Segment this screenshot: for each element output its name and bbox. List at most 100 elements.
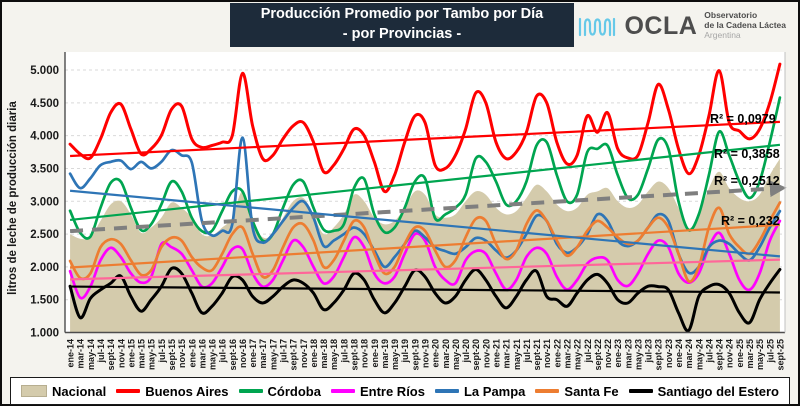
trendline-la-pampa xyxy=(69,189,781,258)
x-axis-label: ene-20 xyxy=(431,339,441,368)
y-axis-title: litros de leche de producción diaria xyxy=(7,101,19,295)
x-axis-label: mar-21 xyxy=(502,339,512,369)
header: Producción Promedio por Tambo por Día - … xyxy=(2,2,798,48)
y-axis-tick-label: 2.500 xyxy=(30,229,59,241)
x-axis-label: ene-24 xyxy=(674,339,684,368)
x-axis-label: jul-20 xyxy=(461,339,471,364)
series-line-santa-fe xyxy=(68,201,782,283)
trendline-entre-rios xyxy=(70,258,780,281)
x-axis-label: mar-18 xyxy=(319,339,329,369)
legend-item-nacional: Nacional xyxy=(21,384,106,399)
r2-labels: R² = 0,0979 R² = 0,3858 R² = 0,2512 R² = 0,… xyxy=(710,112,780,228)
x-axis-label: may-22 xyxy=(573,339,583,370)
r2-annotation-cordoba: R² = 0,3858 xyxy=(714,147,780,161)
x-axis-label: nov-21 xyxy=(542,339,552,368)
legend-swatch-entre-rios xyxy=(330,389,355,393)
x-axis-label: mar-17 xyxy=(258,339,268,369)
legend-item-santiago-del-estero: Santiago del Estero xyxy=(628,383,779,399)
legend-label: Entre Ríos xyxy=(359,383,425,399)
y-axis-tick-label: 4.000 xyxy=(30,131,59,143)
y-axis-tick-label: 3.500 xyxy=(30,163,59,175)
x-axis-label: nov-20 xyxy=(481,339,491,368)
chart-title-box: Producción Promedio por Tambo por Día - … xyxy=(230,3,574,47)
x-axis-label: nov-23 xyxy=(664,339,674,368)
x-axis-label: may-25 xyxy=(755,339,765,370)
x-axis-label: sept-15 xyxy=(167,339,177,371)
x-axis-label: ene-23 xyxy=(613,339,623,368)
x-axis-label: ene-17 xyxy=(248,339,258,368)
x-axis-label: ene-18 xyxy=(309,339,319,368)
legend-swatch-buenos-aires xyxy=(116,389,141,393)
ocla-subtitle: Observatorio de la Cadena Láctea Argenti… xyxy=(704,11,786,40)
legend-label: Santiago del Estero xyxy=(657,383,779,399)
x-axis-label: sept-16 xyxy=(228,339,238,371)
x-axis-label: may-18 xyxy=(329,339,339,370)
legend-label: Santa Fe xyxy=(564,383,619,399)
x-axis-label: ene-15 xyxy=(126,339,136,368)
x-axis-label: mar-19 xyxy=(380,339,390,369)
x-axis-label: nov-19 xyxy=(421,339,431,368)
x-axis-label: jul-18 xyxy=(339,339,349,364)
trendline-buenos-aires xyxy=(70,120,780,158)
x-axis-label: ene-16 xyxy=(187,339,197,368)
x-axis-label: sept-22 xyxy=(593,339,603,371)
x-axis-label: ene-22 xyxy=(552,339,562,368)
legend-swatch-santiago-del-estero xyxy=(628,389,653,393)
chart-legend: Nacional Buenos Aires Córdoba Entre Ríos La … xyxy=(10,377,790,405)
x-axis-label: ene-25 xyxy=(735,339,745,368)
x-axis-label: nov-22 xyxy=(603,339,613,368)
x-axis-label: mar-16 xyxy=(197,339,207,369)
x-axis-label: mar-20 xyxy=(441,339,451,369)
x-axis-label: sept-19 xyxy=(410,339,420,371)
series-line-buenos-aires xyxy=(68,62,782,194)
r2-annotation-buenos-aires: R² = 0,0979 xyxy=(710,112,776,126)
trendline-nacional xyxy=(69,180,787,234)
x-axis-label: jul-21 xyxy=(522,339,532,364)
trendline-cordoba xyxy=(69,143,781,222)
x-axis-label: jul-17 xyxy=(279,339,289,364)
x-axis-label: sept-20 xyxy=(471,339,481,371)
x-axis-label: jul-19 xyxy=(400,339,410,364)
legend-item-buenos-aires: Buenos Aires xyxy=(116,383,229,399)
series-line-la-pampa xyxy=(68,136,782,275)
x-axis-label: sept-25 xyxy=(775,339,785,371)
ocla-subtitle-line3: Argentina xyxy=(704,29,741,40)
x-axis-label: mar-25 xyxy=(745,339,755,369)
ocla-subtitle-line1: Observatorio xyxy=(704,10,758,21)
legend-swatch-la-pampa xyxy=(434,389,459,393)
x-axis-label: nov-18 xyxy=(360,339,370,368)
y-axis-tick-label: 5.000 xyxy=(30,65,59,77)
x-axis-label: sept-23 xyxy=(654,339,664,371)
x-axis-label: nov-15 xyxy=(177,339,187,368)
y-axis-tick-label: 3.000 xyxy=(30,196,59,208)
x-axis-label: may-15 xyxy=(147,339,157,370)
x-axis-label: jul-15 xyxy=(157,339,167,364)
legend-label: Buenos Aires xyxy=(145,383,229,399)
x-axis-label: nov-17 xyxy=(299,339,309,368)
x-axis-label: may-14 xyxy=(86,339,96,370)
legend-swatch-santa-fe xyxy=(535,389,560,393)
legend-label: Córdoba xyxy=(267,383,321,399)
x-axis-label: jul-23 xyxy=(644,339,654,364)
x-axis-label: mar-24 xyxy=(684,339,694,369)
y-axis-tick-label: 1.500 xyxy=(30,295,59,307)
legend-item-entre-rios: Entre Ríos xyxy=(330,383,425,399)
ocla-subtitle-line2: de la Cadena Láctea xyxy=(704,20,786,31)
x-axis-label: may-24 xyxy=(694,339,704,370)
legend-label: La Pampa xyxy=(463,383,526,399)
x-axis-label: mar-14 xyxy=(76,339,86,369)
x-axis-label: sept-17 xyxy=(289,339,299,371)
production-chart: 1.000 1.500 2.000 2.500 3.000 3.500 4.000 4.500… xyxy=(7,52,787,371)
x-axis-label: may-23 xyxy=(633,339,643,370)
series-line-entre-rios xyxy=(68,219,782,300)
waveform-icon xyxy=(579,17,616,37)
x-axis-label: sept-24 xyxy=(715,339,725,371)
y-axis-tick-label: 2.000 xyxy=(30,262,59,274)
trendline-santa-fe xyxy=(70,223,780,269)
chart-title-line2: - por Provincias - xyxy=(342,26,462,42)
r2-annotation-nacional: R² = 0,2512 xyxy=(714,174,780,188)
x-axis-label: jul-16 xyxy=(218,339,228,364)
x-axis-label: ene-21 xyxy=(491,339,501,368)
ocla-brand-text: OCLA xyxy=(624,11,698,40)
legend-swatch-cordoba xyxy=(238,389,263,393)
